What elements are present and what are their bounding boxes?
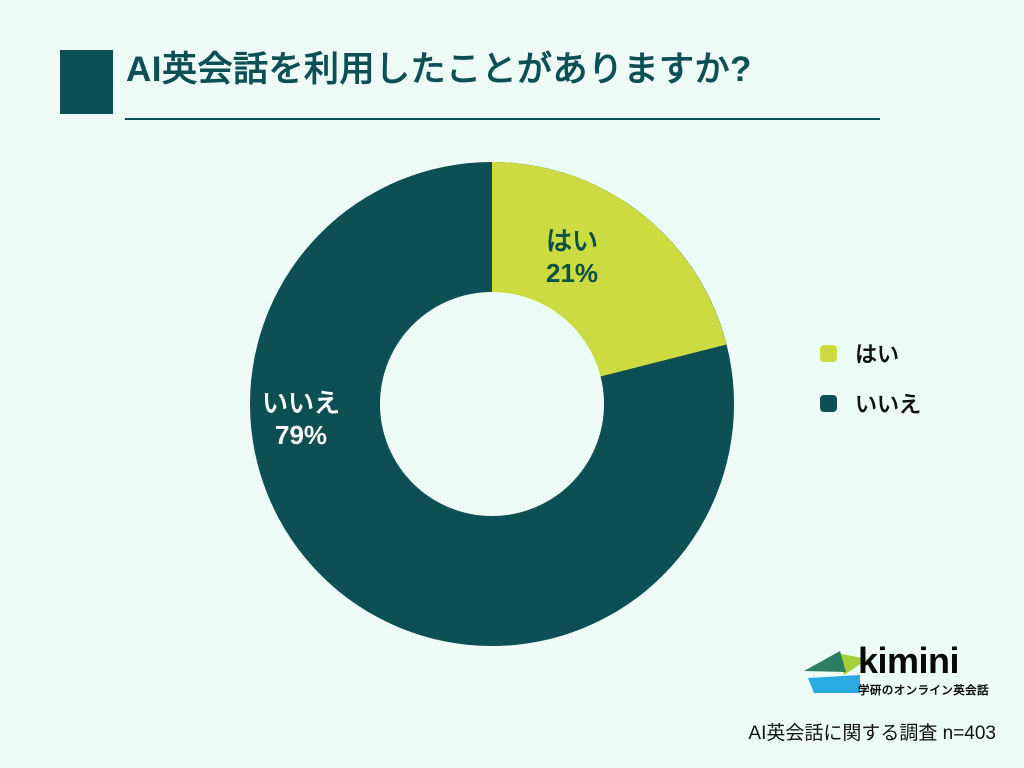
donut-chart-svg [250, 162, 734, 646]
legend-item-yes[interactable]: はい [820, 336, 921, 370]
legend-item-no[interactable]: いいえ [820, 386, 921, 420]
logo-shape-green [804, 651, 846, 672]
logo-shape-blue [808, 675, 860, 693]
kimini-logo-text: kimini 学研のオンライン英会話 [858, 643, 1003, 698]
page-header: AI英会話を利用したことがありますか? [0, 0, 1024, 135]
donut-chart: はい 21% いいえ 79% [250, 162, 734, 646]
legend-label-no: いいえ [855, 392, 922, 417]
kimini-tagline: 学研のオンライン英会話 [858, 685, 989, 697]
page-title: AI英会話を利用したことがありますか? [126, 50, 752, 89]
legend-label-yes: はい [855, 342, 900, 367]
chart-legend: はい いいえ [820, 336, 921, 436]
title-divider [125, 118, 880, 120]
legend-swatch-no-icon [820, 394, 837, 412]
kimini-wordmark: kimini [858, 640, 960, 681]
survey-caption: AI英会話に関する調査 n=403 [748, 723, 996, 744]
kimini-logo: kimini 学研のオンライン英会話 [800, 643, 1000, 701]
donut-center-hole [380, 292, 604, 516]
title-accent-square [60, 50, 113, 114]
legend-swatch-yes-icon [820, 344, 837, 362]
kimini-logo-mark-icon [804, 651, 868, 693]
